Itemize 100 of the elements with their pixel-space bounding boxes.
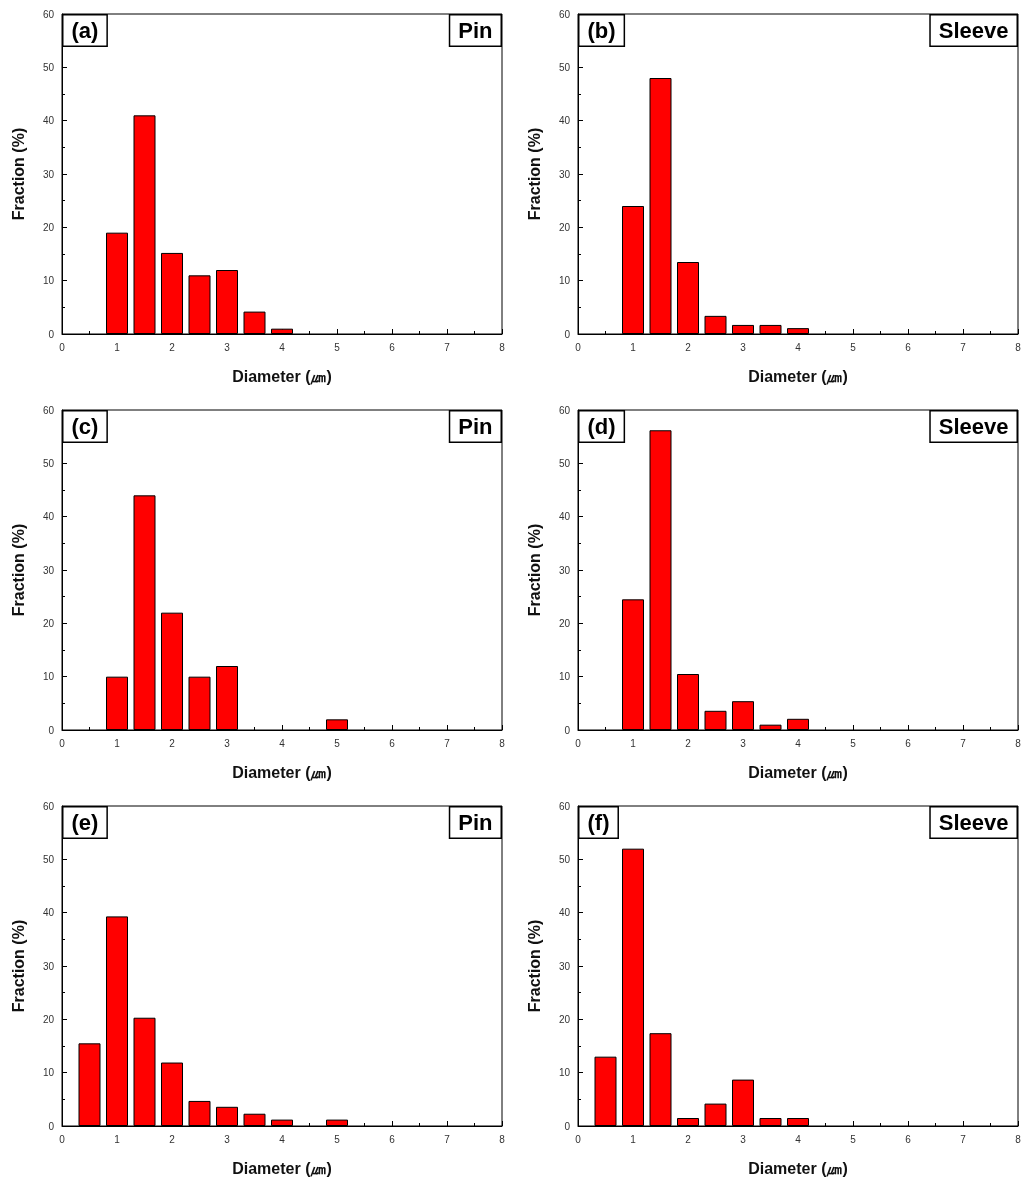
y-tick-label: 0 xyxy=(564,1120,571,1132)
x-tick-label: 0 xyxy=(575,1133,582,1145)
x-tick-label: 3 xyxy=(224,341,231,353)
y-axis-title: Fraction (%) xyxy=(525,919,543,1013)
x-tick-label: 4 xyxy=(279,341,286,353)
x-axis-title: Diameter (㎛) xyxy=(232,1159,332,1177)
y-tick-label: 10 xyxy=(558,275,571,287)
x-tick-label: 2 xyxy=(685,1133,692,1145)
y-axis-title: Fraction (%) xyxy=(525,523,543,617)
y-tick-label: 50 xyxy=(558,61,571,73)
x-tick-label: 0 xyxy=(59,737,66,749)
x-tick-label: 6 xyxy=(389,1133,396,1145)
x-tick-label: 2 xyxy=(169,1133,176,1145)
y-tick-label: 30 xyxy=(558,960,571,972)
y-tick-label: 0 xyxy=(48,328,55,340)
y-tick-label: 0 xyxy=(564,724,571,736)
y-tick-label: 10 xyxy=(558,671,571,683)
x-tick-label: 6 xyxy=(905,1133,912,1145)
x-tick-label: 5 xyxy=(850,1133,857,1145)
x-tick-label: 2 xyxy=(169,341,176,353)
x-tick-label: 0 xyxy=(59,1133,66,1145)
x-axis-title: Diameter (㎛) xyxy=(748,1159,848,1177)
y-tick-label: 20 xyxy=(558,617,571,629)
x-tick-label: 6 xyxy=(389,341,396,353)
annotation: (f) xyxy=(587,810,610,835)
y-tick-label: 40 xyxy=(42,511,55,523)
y-tick-label: 20 xyxy=(42,617,55,629)
y-tick-label: 10 xyxy=(42,275,55,287)
x-tick-label: 8 xyxy=(499,341,506,353)
x-axis-title: Diameter (㎛) xyxy=(232,367,332,385)
y-tick-label: 0 xyxy=(48,1120,55,1132)
y-tick-label: 60 xyxy=(558,404,571,416)
x-tick-label: 7 xyxy=(444,737,451,749)
x-tick-label: 8 xyxy=(499,1133,506,1145)
y-tick-label: 60 xyxy=(42,800,55,812)
x-tick-label: 8 xyxy=(1015,341,1022,353)
y-tick-label: 50 xyxy=(558,853,571,865)
y-tick-label: 40 xyxy=(558,115,571,127)
y-tick-label: 20 xyxy=(42,221,55,233)
y-tick-label: 50 xyxy=(42,853,55,865)
x-tick-label: 6 xyxy=(389,737,396,749)
y-axis-title: Fraction (%) xyxy=(9,127,27,221)
annotation: (d) xyxy=(587,414,616,439)
x-tick-label: 4 xyxy=(279,737,286,749)
x-tick-label: 3 xyxy=(740,341,747,353)
y-tick-label: 50 xyxy=(558,457,571,469)
x-tick-label: 5 xyxy=(334,737,341,749)
y-tick-label: 40 xyxy=(558,907,571,919)
y-axis-title: Fraction (%) xyxy=(9,523,27,617)
annotation: Pin xyxy=(458,414,493,439)
annotation: Sleeve xyxy=(938,18,1009,43)
y-axis-title: Fraction (%) xyxy=(9,919,27,1013)
y-tick-label: 50 xyxy=(42,457,55,469)
x-tick-label: 0 xyxy=(59,341,66,353)
x-tick-label: 8 xyxy=(499,737,506,749)
x-tick-label: 5 xyxy=(334,1133,341,1145)
x-tick-label: 0 xyxy=(575,737,582,749)
y-tick-label: 40 xyxy=(558,511,571,523)
annotation: (c) xyxy=(71,414,99,439)
x-tick-label: 0 xyxy=(575,341,582,353)
y-tick-label: 30 xyxy=(558,564,571,576)
x-tick-label: 8 xyxy=(1015,737,1022,749)
x-tick-label: 2 xyxy=(685,737,692,749)
y-tick-label: 0 xyxy=(564,328,571,340)
x-tick-label: 6 xyxy=(905,737,912,749)
x-tick-label: 4 xyxy=(795,737,802,749)
y-tick-label: 20 xyxy=(558,1013,571,1025)
y-tick-label: 10 xyxy=(42,671,55,683)
x-tick-label: 2 xyxy=(169,737,176,749)
x-tick-label: 7 xyxy=(960,737,967,749)
y-tick-label: 60 xyxy=(558,800,571,812)
x-tick-label: 7 xyxy=(960,341,967,353)
y-tick-label: 10 xyxy=(558,1067,571,1079)
x-axis-title: Diameter (㎛) xyxy=(748,763,848,781)
y-tick-label: 30 xyxy=(42,960,55,972)
x-tick-label: 7 xyxy=(444,341,451,353)
x-tick-label: 1 xyxy=(630,737,637,749)
x-tick-label: 1 xyxy=(114,341,121,353)
annotation: (b) xyxy=(587,18,616,43)
x-tick-label: 1 xyxy=(114,737,121,749)
x-tick-label: 3 xyxy=(224,1133,231,1145)
x-tick-label: 3 xyxy=(740,737,747,749)
y-tick-label: 30 xyxy=(42,564,55,576)
x-tick-label: 5 xyxy=(850,737,857,749)
x-tick-label: 3 xyxy=(224,737,231,749)
annotation: (e) xyxy=(71,810,99,835)
annotation: Sleeve xyxy=(938,810,1009,835)
y-tick-label: 60 xyxy=(42,8,55,20)
x-tick-label: 2 xyxy=(685,341,692,353)
x-tick-label: 1 xyxy=(630,1133,637,1145)
x-tick-label: 4 xyxy=(279,1133,286,1145)
y-tick-label: 20 xyxy=(42,1013,55,1025)
annotation: Pin xyxy=(458,18,493,43)
y-tick-label: 20 xyxy=(558,221,571,233)
x-tick-label: 4 xyxy=(795,1133,802,1145)
x-axis-title: Diameter (㎛) xyxy=(748,367,848,385)
x-axis-title: Diameter (㎛) xyxy=(232,763,332,781)
annotation: (a) xyxy=(71,18,99,43)
y-axis-title: Fraction (%) xyxy=(525,127,543,221)
y-tick-label: 30 xyxy=(558,168,571,180)
